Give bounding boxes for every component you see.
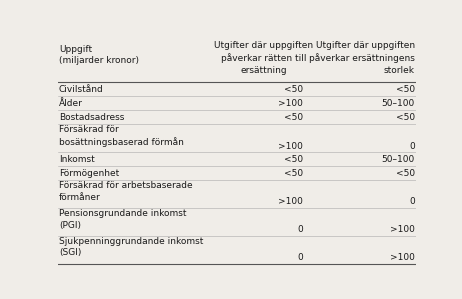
Text: Sjukpenninggrundande inkomst
(SGI): Sjukpenninggrundande inkomst (SGI) [59, 237, 203, 257]
Text: 0: 0 [297, 253, 303, 262]
Text: >100: >100 [390, 225, 415, 234]
Text: >100: >100 [278, 99, 303, 108]
Text: <50: <50 [284, 169, 303, 178]
Text: Förmögenhet: Förmögenhet [59, 169, 119, 178]
Text: Försäkrad för
bosättningsbaserad förmån: Försäkrad för bosättningsbaserad förmån [59, 125, 184, 147]
Text: Bostadsadress: Bostadsadress [59, 113, 124, 122]
Text: Utgifter där uppgiften
påverkar ersättningens
storlek: Utgifter där uppgiften påverkar ersättni… [309, 41, 415, 75]
Text: <50: <50 [284, 155, 303, 164]
Text: Ålder: Ålder [59, 99, 83, 108]
Text: Civilstånd: Civilstånd [59, 85, 103, 94]
Text: 0: 0 [409, 141, 415, 150]
Text: Utgifter där uppgiften
påverkar rätten till
ersättning: Utgifter där uppgiften påverkar rätten t… [214, 41, 313, 75]
Text: Uppgift
(miljarder kronor): Uppgift (miljarder kronor) [59, 45, 139, 65]
Text: <50: <50 [284, 113, 303, 122]
Text: Försäkrad för arbetsbaserade
förmåner: Försäkrad för arbetsbaserade förmåner [59, 181, 193, 202]
Text: <50: <50 [395, 85, 415, 94]
Text: <50: <50 [395, 169, 415, 178]
Text: >100: >100 [278, 141, 303, 150]
Text: >100: >100 [390, 253, 415, 262]
Text: Pensionsgrundande inkomst
(PGI): Pensionsgrundande inkomst (PGI) [59, 209, 186, 230]
Text: <50: <50 [395, 113, 415, 122]
Text: 50–100: 50–100 [382, 99, 415, 108]
Text: 50–100: 50–100 [382, 155, 415, 164]
Text: 0: 0 [297, 225, 303, 234]
Text: <50: <50 [284, 85, 303, 94]
Text: >100: >100 [278, 197, 303, 206]
Text: 0: 0 [409, 197, 415, 206]
Text: Inkomst: Inkomst [59, 155, 95, 164]
